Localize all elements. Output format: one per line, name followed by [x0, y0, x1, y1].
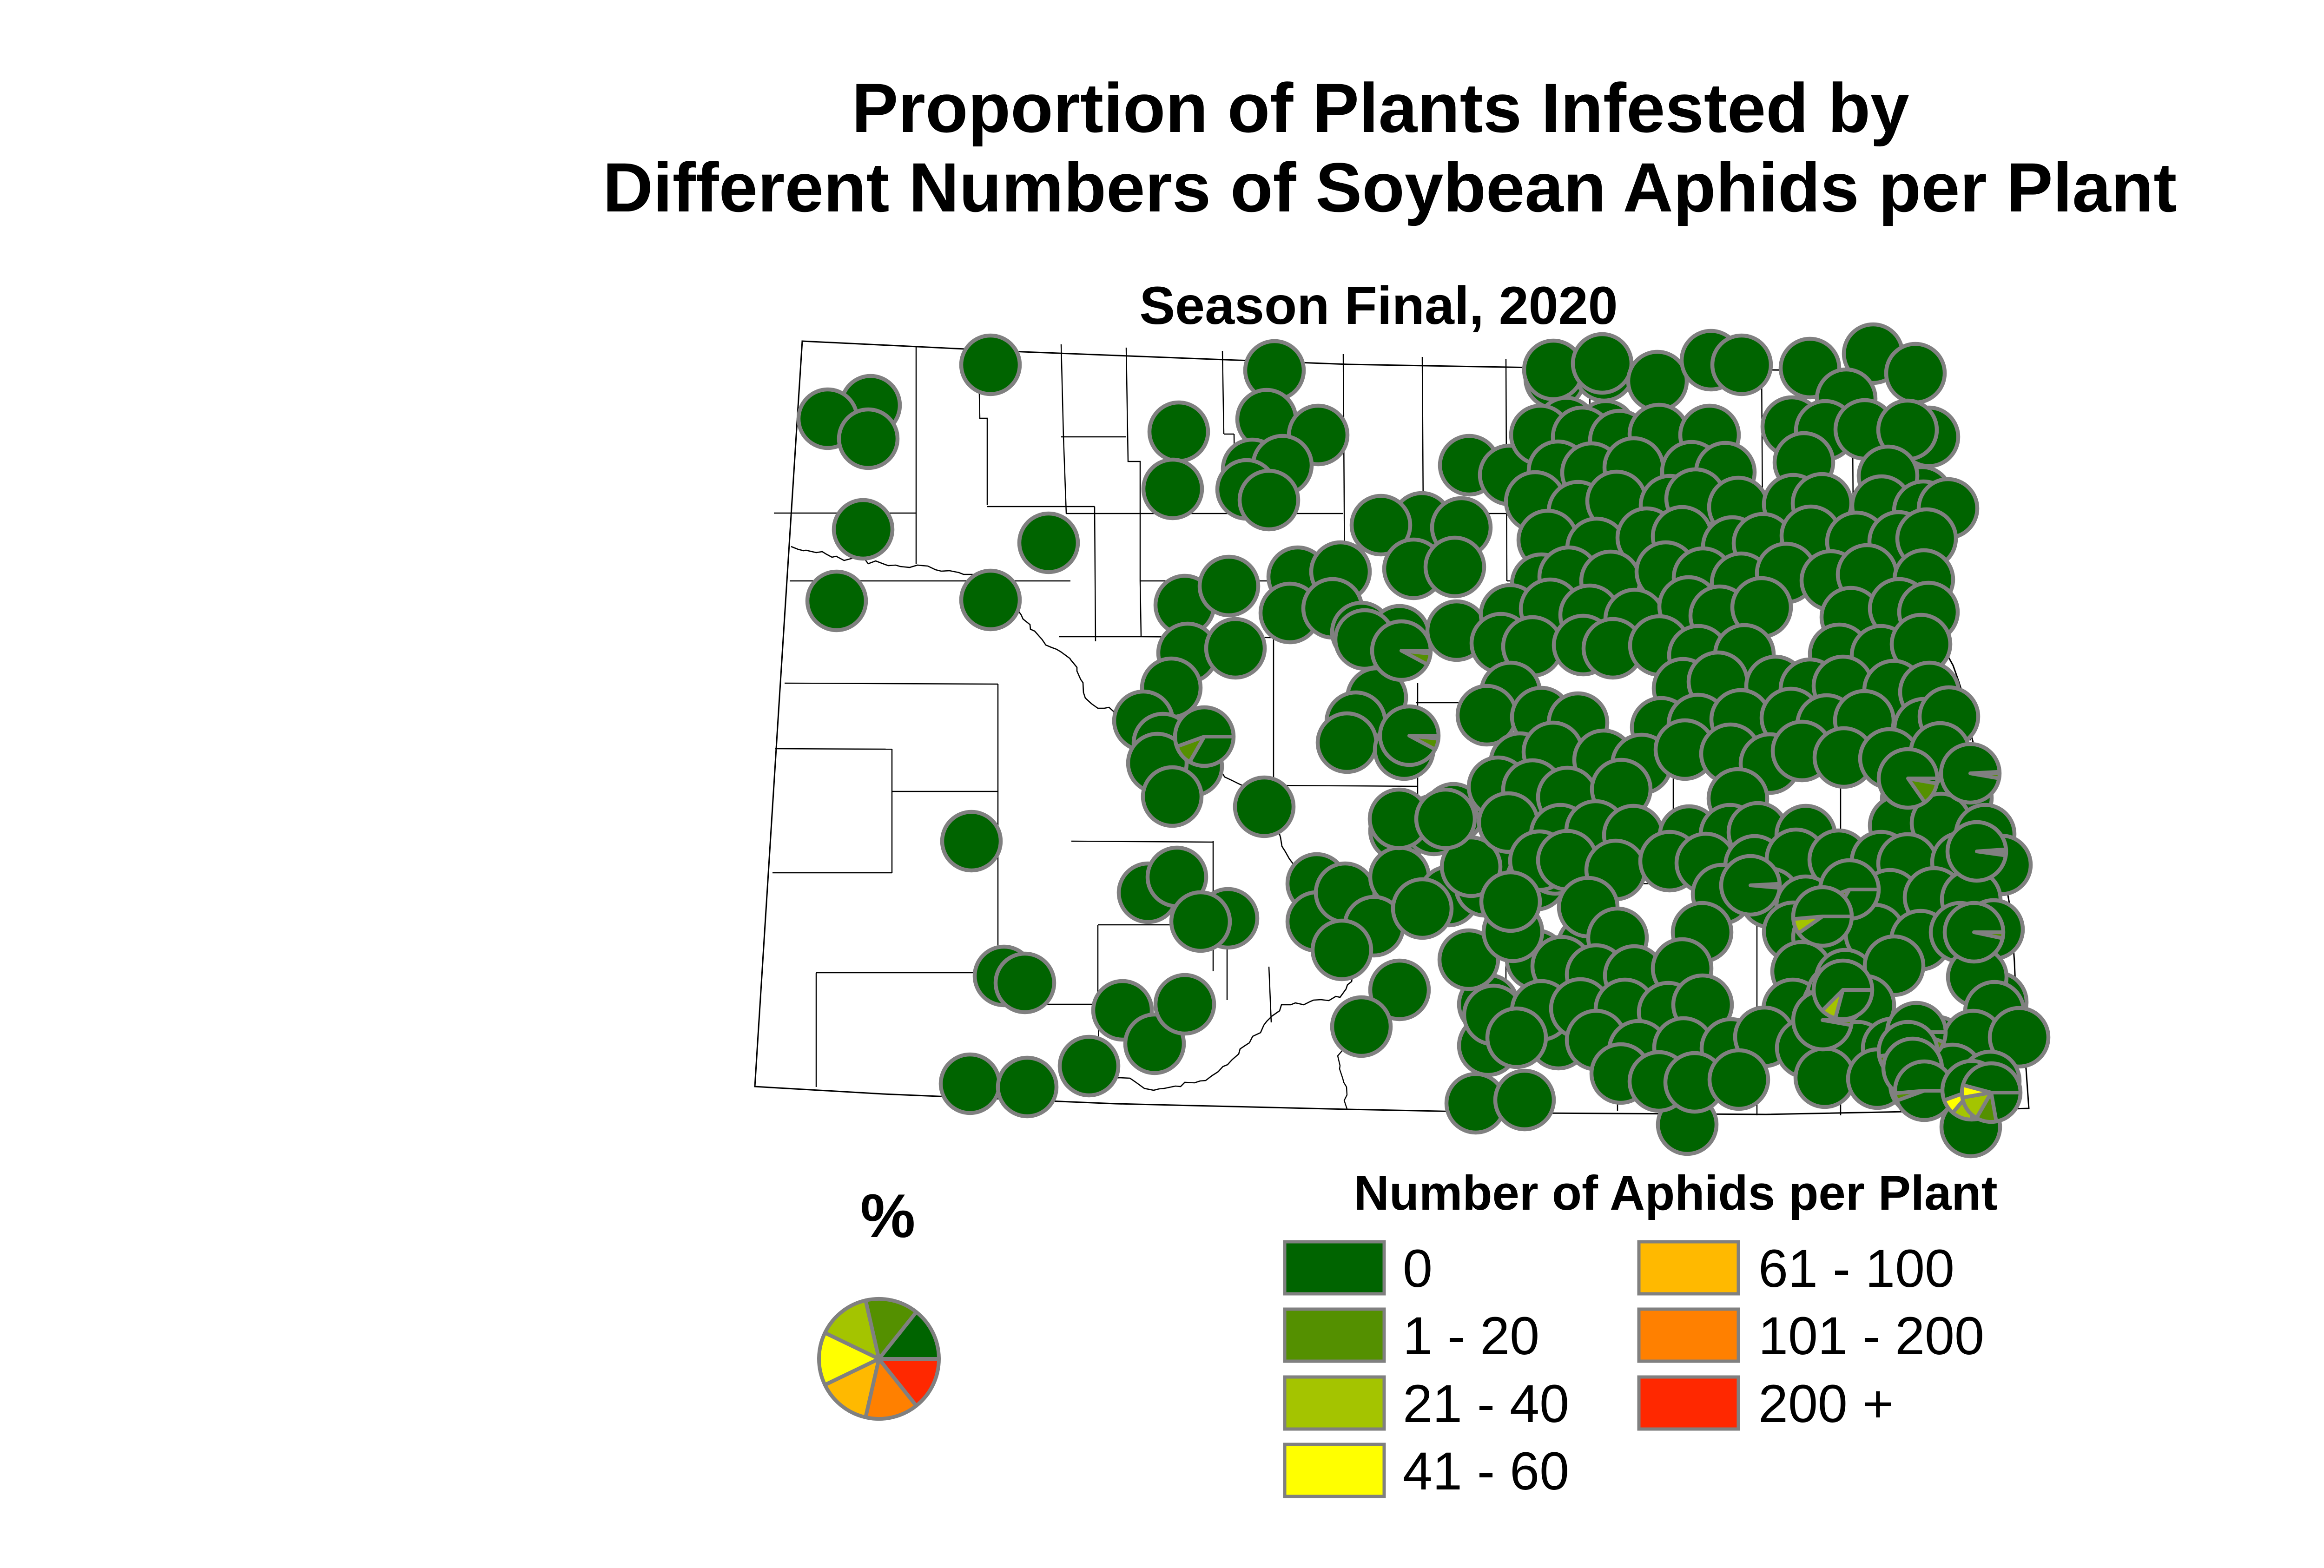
- svg-text:0: 0: [1403, 1239, 1433, 1298]
- svg-text:Proportion of Plants Infested: Proportion of Plants Infested by: [852, 69, 1909, 147]
- svg-text:21 - 40: 21 - 40: [1403, 1374, 1569, 1434]
- svg-text:101 - 200: 101 - 200: [1758, 1306, 1984, 1366]
- svg-text:61 - 100: 61 - 100: [1758, 1239, 1954, 1298]
- svg-text:200 +: 200 +: [1758, 1374, 1894, 1434]
- svg-text:%: %: [860, 1182, 915, 1251]
- svg-text:1 - 20: 1 - 20: [1403, 1306, 1539, 1366]
- svg-text:Different Numbers of Soybean A: Different Numbers of Soybean Aphids per …: [603, 148, 2177, 226]
- svg-text:Season Final, 2020: Season Final, 2020: [1139, 276, 1618, 336]
- svg-text:Number of Aphids per Plant: Number of Aphids per Plant: [1354, 1166, 1998, 1220]
- svg-text:41 - 60: 41 - 60: [1403, 1442, 1569, 1501]
